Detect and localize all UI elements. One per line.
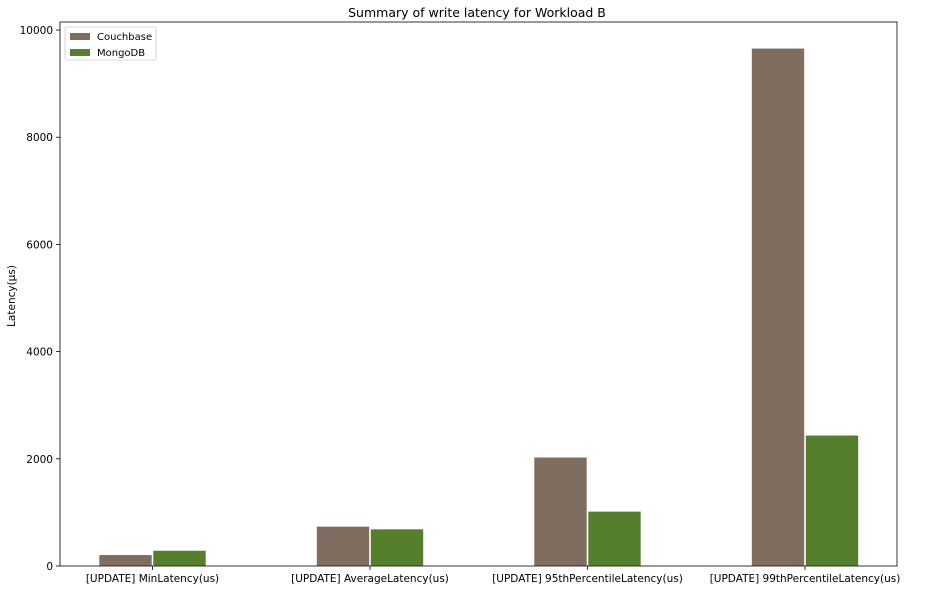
y-tick-label: 0 (46, 561, 53, 573)
plot-frame (59, 21, 898, 567)
legend-label-mongodb: MongoDB (97, 48, 145, 59)
y-tick-label: 10000 (20, 25, 53, 37)
y-tick-label: 2000 (26, 454, 53, 466)
y-axis: 0 2000 4000 6000 8000 10000 (20, 25, 60, 573)
bar-mongodb-2 (587, 511, 642, 567)
x-axis: [UPDATE] MinLatency(us) [UPDATE] AverageL… (86, 566, 900, 585)
bar-mongodb-3 (805, 434, 859, 567)
y-tick-label: 4000 (26, 347, 53, 359)
y-tick-label: 6000 (26, 239, 53, 251)
x-tick-label: [UPDATE] 99thPercentileLatency(us) (710, 573, 901, 585)
chart-title: Summary of write latency for Workload B (348, 5, 606, 20)
bar-couchbase-3 (751, 47, 805, 567)
bar-couchbase-1 (316, 526, 370, 567)
bars (98, 47, 859, 567)
bar-couchbase-2 (533, 456, 588, 567)
legend: Couchbase MongoDB (64, 26, 157, 61)
x-tick-label: [UPDATE] MinLatency(us) (86, 573, 219, 585)
bar-mongodb-0 (152, 550, 207, 567)
legend-swatch-couchbase (70, 33, 90, 40)
bar-couchbase-0 (98, 554, 153, 567)
y-axis-label: Latency(µs) (6, 265, 18, 327)
x-tick-label: [UPDATE] AverageLatency(us) (291, 573, 449, 585)
x-tick-label: [UPDATE] 95thPercentileLatency(us) (492, 573, 683, 585)
legend-label-couchbase: Couchbase (97, 32, 152, 43)
legend-swatch-mongodb (70, 49, 90, 56)
bar-mongodb-1 (370, 528, 424, 567)
y-tick-label: 8000 (26, 132, 53, 144)
